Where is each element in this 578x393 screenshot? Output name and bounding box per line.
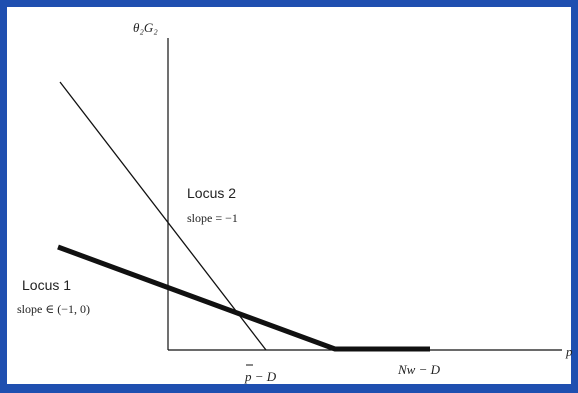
locus-2-line bbox=[59, 81, 267, 351]
locus-1-slope: slope ∈ (−1, 0) bbox=[17, 302, 90, 316]
y-axis-label: θ₂G₂ bbox=[133, 20, 158, 35]
tick-p-bar-minus-d-label: p − D bbox=[244, 369, 277, 384]
tick-p-bar-minus-d: p − D bbox=[244, 364, 277, 384]
locus-2-name: Locus 2 bbox=[187, 185, 236, 201]
locus-1-line bbox=[57, 244, 430, 352]
x-axis-label: p bbox=[565, 344, 573, 359]
tick-nw-minus-d: Nw − D bbox=[397, 362, 441, 377]
locus-2-slope: slope = −1 bbox=[187, 211, 238, 225]
locus-1-name: Locus 1 bbox=[22, 277, 71, 293]
